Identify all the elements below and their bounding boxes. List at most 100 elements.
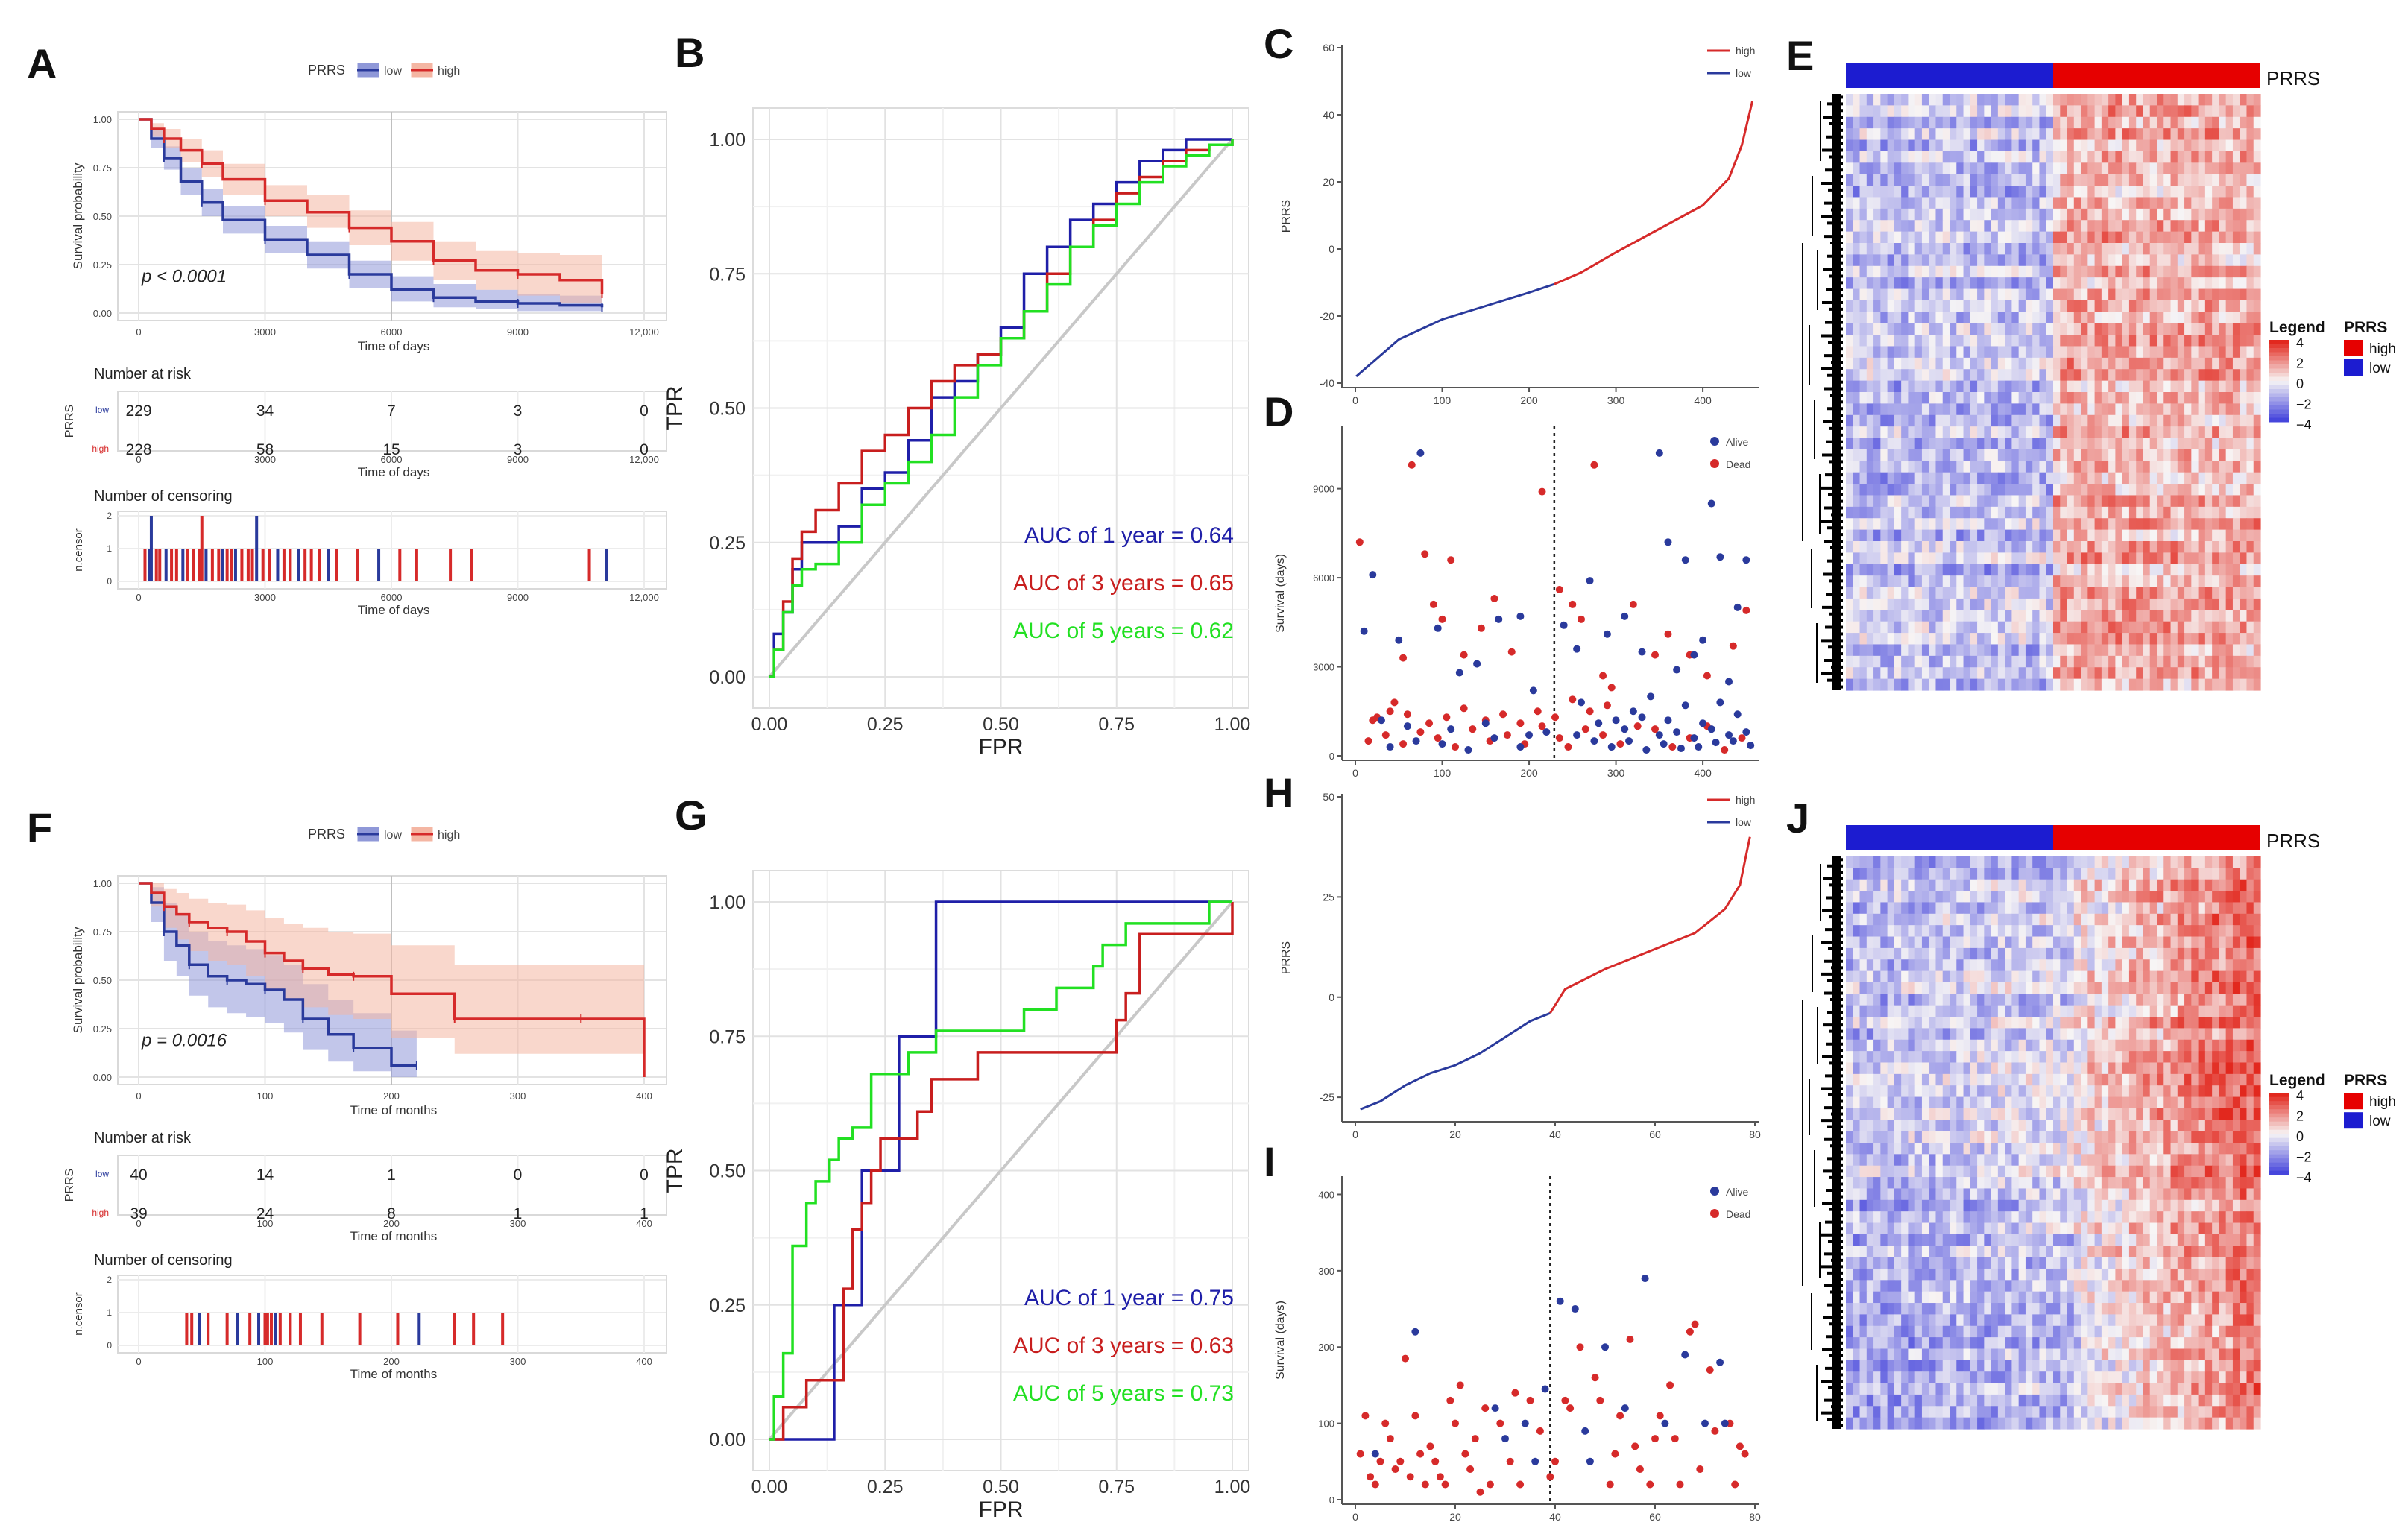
E-heat-cell-17-31 xyxy=(2060,288,2068,301)
E-heat-cell-41-55 xyxy=(2225,564,2234,576)
E-legend-step-1 xyxy=(2269,344,2289,349)
J-heat-cell-9-44 xyxy=(2149,959,2158,972)
J-heat-cell-9-42 xyxy=(2136,959,2144,972)
E-heat-cell-9-34 xyxy=(2081,197,2088,209)
E-heat-cell-22-40 xyxy=(2122,346,2130,359)
E-heat-cell-18-25 xyxy=(2018,300,2026,312)
J-heat-cell-11-23 xyxy=(2005,982,2012,994)
D-point-alive-66 xyxy=(1481,719,1490,727)
I-point-dead-52 xyxy=(1686,1328,1694,1336)
J-heat-cell-17-20 xyxy=(1984,1051,1992,1064)
E-heat-cell-29-55 xyxy=(2225,426,2234,439)
E-heat-cell-10-49 xyxy=(2184,208,2192,221)
E-heat-cell-37-18 xyxy=(1970,518,1978,531)
J-heat-cell-16-13 xyxy=(1935,1039,1944,1052)
J-heat-cell-5-19 xyxy=(1977,913,1985,926)
E-heat-cell-51-21 xyxy=(1991,678,1999,691)
E-heat-cell-36-34 xyxy=(2081,506,2088,519)
J-heat-cell-3-1 xyxy=(1853,891,1861,903)
J-heat-cell-2-18 xyxy=(1970,879,1978,891)
J-heat-cell-13-3 xyxy=(1866,1005,1874,1017)
J-heat-cell-1-7 xyxy=(1894,868,1902,880)
E-heat-cell-47-6 xyxy=(1887,633,1895,645)
E-heat-cell-45-2 xyxy=(1859,610,1868,622)
E-heat-cell-40-18 xyxy=(1970,552,1978,565)
E-heat-cell-3-31 xyxy=(2060,128,2068,141)
E-heat-cell-21-40 xyxy=(2122,335,2130,347)
E-heat-cell-37-26 xyxy=(2025,518,2033,531)
E-heat-cell-1-55 xyxy=(2225,105,2234,118)
E-heat-cell-7-12 xyxy=(1929,174,1937,186)
A-risk-xtick-4: 12,000 xyxy=(629,454,659,465)
E-heat-cell-1-42 xyxy=(2136,105,2144,118)
E-heat-cell-27-53 xyxy=(2212,403,2219,416)
E-heat-cell-28-37 xyxy=(2101,414,2109,427)
E-heat-cell-27-36 xyxy=(2094,403,2102,416)
E-heat-cell-43-8 xyxy=(1901,587,1909,599)
E-heat-cell-11-15 xyxy=(1950,220,1957,233)
J-heat-cell-12-23 xyxy=(2005,994,2012,1006)
E-heat-cell-37-33 xyxy=(2073,518,2081,531)
J-heat-cell-5-29 xyxy=(2046,913,2054,926)
E-heat-cell-32-27 xyxy=(2032,461,2040,473)
I-ytick-1: 100 xyxy=(1318,1418,1334,1430)
E-heat-cell-28-40 xyxy=(2122,414,2130,427)
D-point-alive-27 xyxy=(1742,556,1750,564)
E-heat-cell-0-52 xyxy=(2204,94,2213,106)
E-heat-cell-50-15 xyxy=(1950,667,1957,680)
E-heat-cell-50-1 xyxy=(1853,667,1861,680)
A-risk-low-3: 3 xyxy=(514,403,523,420)
E-heat-cell-16-51 xyxy=(2198,277,2206,290)
E-heat-cell-26-46 xyxy=(2163,392,2172,404)
J-heat-cell-11-50 xyxy=(2191,982,2199,994)
E-heat-cell-39-46 xyxy=(2163,541,2172,553)
J-heat-cell-16-41 xyxy=(2128,1039,2137,1052)
J-heat-cell-4-22 xyxy=(1997,902,2005,915)
E-heat-cell-34-47 xyxy=(2170,484,2178,496)
E-heat-cell-47-40 xyxy=(2122,633,2130,645)
J-heat-cell-3-44 xyxy=(2149,891,2158,903)
J-heat-cell-1-3 xyxy=(1866,868,1874,880)
H-ytick-3: 50 xyxy=(1323,791,1334,803)
J-heat-cell-8-24 xyxy=(2011,947,2020,960)
J-heat-cell-8-3 xyxy=(1866,947,1874,960)
E-heat-cell-5-21 xyxy=(1991,151,1999,163)
E-heat-cell-8-24 xyxy=(2011,186,2020,198)
F-risk-low-1: 14 xyxy=(256,1167,274,1184)
J-heat-cell-17-30 xyxy=(2053,1051,2061,1064)
E-heat-cell-41-51 xyxy=(2198,564,2206,576)
E-heat-cell-12-17 xyxy=(1963,231,1971,244)
D-point-alive-49 xyxy=(1625,737,1633,745)
E-heat-cell-35-57 xyxy=(2240,495,2248,508)
E-heat-cell-5-59 xyxy=(2253,151,2261,163)
E-heat-cell-9-0 xyxy=(1846,197,1853,209)
E-heat-cell-47-15 xyxy=(1950,633,1957,645)
J-heat-cell-13-46 xyxy=(2163,1005,2172,1017)
E-heat-cell-38-0 xyxy=(1846,529,1853,542)
J-heat-cell-9-55 xyxy=(2225,959,2234,972)
J-heat-cell-5-48 xyxy=(2177,913,2185,926)
I-point-dead-36 xyxy=(1566,1404,1575,1412)
J-heat-cell-17-45 xyxy=(2157,1051,2164,1064)
J-heat-cell-9-18 xyxy=(1970,959,1978,972)
E-heat-cell-41-40 xyxy=(2122,564,2130,576)
E-heat-cell-48-6 xyxy=(1887,644,1895,657)
E-heat-cell-3-43 xyxy=(2143,128,2151,141)
D-point-alive-18 xyxy=(1664,538,1672,546)
J-heat-cell-16-54 xyxy=(2219,1039,2227,1052)
E-heat-cell-23-40 xyxy=(2122,357,2130,370)
E-heat-cell-22-6 xyxy=(1887,346,1895,359)
E-heat-cell-37-35 xyxy=(2087,518,2096,531)
E-heat-cell-49-15 xyxy=(1950,655,1957,668)
E-heat-cell-43-35 xyxy=(2087,587,2096,599)
E-heat-cell-4-45 xyxy=(2157,139,2164,152)
E-heat-cell-36-0 xyxy=(1846,506,1853,519)
E-heat-cell-6-26 xyxy=(2025,162,2033,175)
J-heat-cell-7-5 xyxy=(1880,936,1888,949)
J-heat-cell-2-58 xyxy=(2246,879,2254,891)
E-heat-cell-51-25 xyxy=(2018,678,2026,691)
J-heat-cell-9-33 xyxy=(2073,959,2081,972)
A-risk-title: Number at risk xyxy=(94,366,192,382)
E-heat-cell-40-20 xyxy=(1984,552,1992,565)
J-heat-cell-15-7 xyxy=(1894,1028,1902,1041)
